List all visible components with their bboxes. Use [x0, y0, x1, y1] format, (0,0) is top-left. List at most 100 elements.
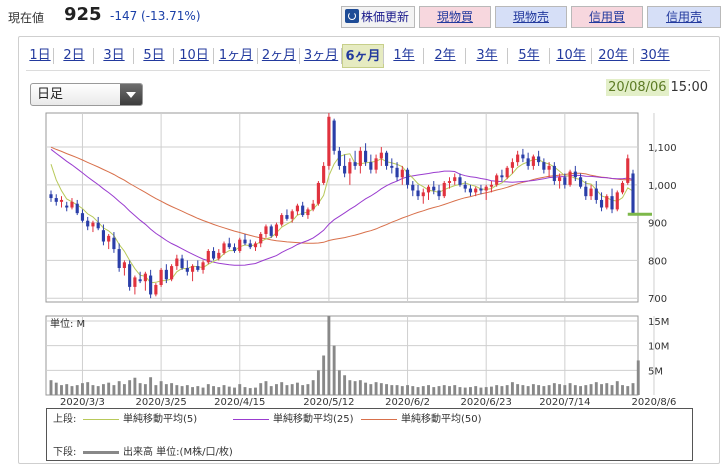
tab-separator: [257, 48, 258, 64]
buy-margin-button[interactable]: 信用買: [571, 6, 643, 28]
candle-body: [322, 165, 326, 183]
candle-body: [563, 177, 567, 185]
interval-select[interactable]: 日足: [30, 83, 143, 106]
candle-body: [416, 190, 420, 197]
volume-bar: [117, 381, 121, 395]
volume-tick-label: 10M: [648, 342, 669, 353]
legend-ma25: 単純移動平均(25): [225, 412, 354, 428]
candle-body: [243, 239, 247, 244]
tab-15[interactable]: 30年: [640, 48, 670, 63]
candle-body: [138, 279, 142, 282]
legend-upper-label: 上段:: [53, 414, 77, 425]
tab-7[interactable]: 3ヶ月: [303, 48, 339, 63]
candle-body: [542, 162, 546, 170]
tab-separator: [549, 48, 550, 64]
candle-body: [521, 154, 525, 159]
volume-bar: [101, 384, 105, 395]
tab-2[interactable]: 3日: [103, 48, 125, 63]
tab-6[interactable]: 2ヶ月: [261, 48, 297, 63]
quote-bar: 現在値 925 -147 (-13.71%) 株価更新 現物買 現物売 信用買 …: [0, 0, 728, 34]
candle-body: [290, 211, 294, 219]
candle-body: [411, 184, 415, 191]
candle-body: [264, 226, 268, 234]
candle-body: [495, 175, 499, 185]
candle-body: [369, 162, 373, 170]
volume-bar: [495, 385, 499, 395]
volume-bar: [552, 383, 556, 395]
candle-body: [159, 269, 163, 285]
volume-bar: [311, 380, 315, 395]
volume-tick-label: 5M: [648, 366, 663, 377]
candle-body: [59, 199, 64, 202]
candle-body: [185, 267, 189, 272]
tab-8[interactable]: 6ヶ月: [342, 44, 384, 68]
volume-bar: [568, 383, 572, 395]
volume-bar: [143, 384, 147, 395]
candle-body: [211, 250, 216, 259]
x-tick-label: 2020/3/3: [60, 397, 105, 408]
volume-bar: [65, 384, 69, 395]
volume-bar: [636, 360, 640, 395]
volume-bar: [358, 380, 362, 395]
price-label: 現在値: [8, 11, 45, 25]
tab-11[interactable]: 3年: [476, 48, 498, 63]
candle-body: [164, 269, 168, 280]
update-price-button[interactable]: 株価更新: [341, 6, 415, 28]
tab-5[interactable]: 1ヶ月: [218, 48, 254, 63]
tab-separator: [383, 48, 384, 64]
volume-bar: [521, 385, 525, 395]
tab-12[interactable]: 5年: [518, 48, 540, 63]
price-tick-label: 700: [648, 294, 667, 305]
chart-date: 20/08/06: [606, 79, 669, 96]
tab-4[interactable]: 10日: [179, 48, 209, 63]
sell-margin-button[interactable]: 信用売: [647, 6, 721, 28]
tab-3[interactable]: 5日: [143, 48, 165, 63]
volume-bar: [264, 381, 268, 395]
x-tick-label: 2020/3/25: [135, 397, 186, 408]
tab-14[interactable]: 20年: [598, 48, 628, 63]
x-tick-label: 2020/4/15: [214, 397, 265, 408]
candle-body: [248, 243, 252, 248]
candle-body: [117, 249, 121, 268]
candle-body: [374, 158, 378, 170]
buy-physical-button[interactable]: 現物買: [419, 6, 491, 28]
candle-body: [49, 194, 53, 199]
candle-body: [589, 188, 593, 197]
candle-body: [196, 266, 200, 270]
tab-10[interactable]: 2年: [434, 48, 456, 63]
tab-0[interactable]: 1日: [29, 48, 51, 63]
volume-bar: [275, 384, 278, 395]
volume-bar: [610, 385, 614, 395]
volume-bar: [463, 387, 467, 395]
tab-9[interactable]: 1年: [393, 48, 415, 63]
tab-separator: [93, 48, 94, 64]
tab-separator: [465, 48, 466, 64]
tab-separator: [507, 48, 508, 64]
volume-bar: [579, 386, 583, 395]
tab-separator: [341, 48, 342, 64]
volume-bar: [222, 385, 226, 395]
current-price: 925: [64, 4, 102, 25]
ma50-line: [50, 146, 634, 244]
chevron-down-icon[interactable]: [120, 84, 142, 105]
volume-bar: [201, 387, 205, 395]
candle-body: [578, 177, 583, 187]
candle-body: [227, 243, 231, 248]
volume-bar: [149, 377, 153, 395]
candle-body: [594, 188, 598, 200]
candle-body: [390, 165, 394, 168]
candle-body: [206, 250, 210, 263]
sell-physical-button[interactable]: 現物売: [495, 6, 567, 28]
candle-body: [280, 215, 284, 225]
tab-1[interactable]: 2日: [63, 48, 85, 63]
legend-volume-label: 出来高 単位:(M株/口/枚): [123, 447, 233, 458]
candle-body: [458, 177, 462, 185]
candle-body: [201, 262, 205, 270]
volume-bar: [489, 386, 493, 395]
volume-bar: [600, 384, 603, 395]
candle-body: [421, 192, 425, 197]
volume-bar: [164, 384, 168, 395]
legend-ma50: 単純移動平均(50): [353, 412, 482, 428]
tab-13[interactable]: 10年: [556, 48, 586, 63]
